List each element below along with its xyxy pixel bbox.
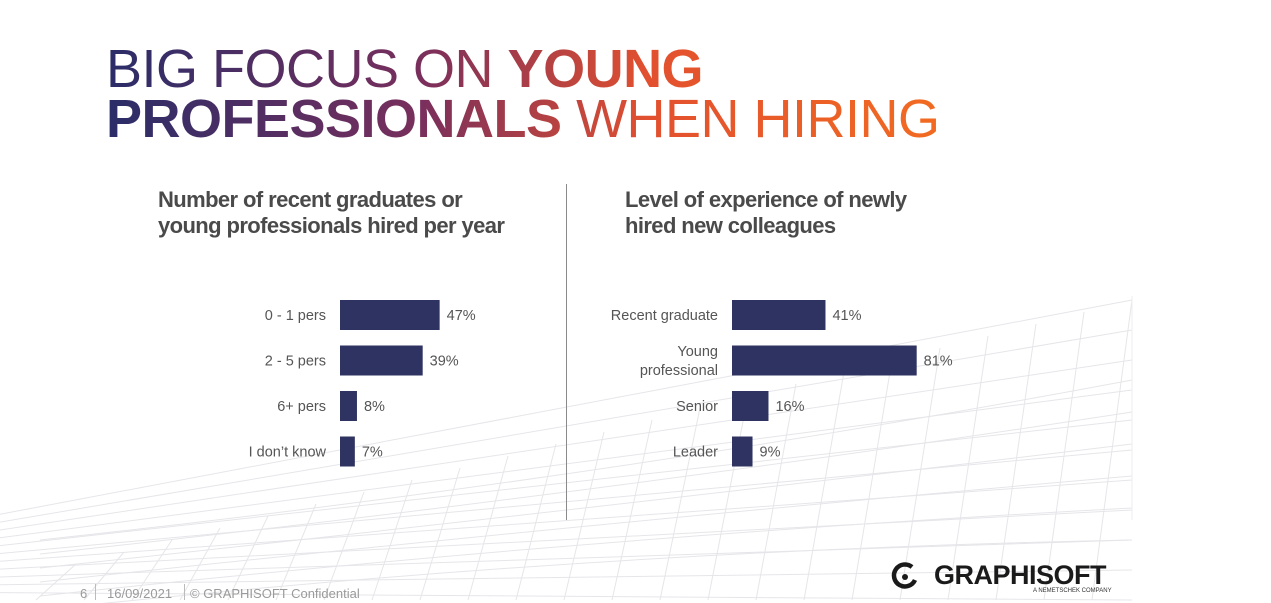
- category-label: Young professional: [640, 344, 718, 379]
- footer-confidential: © GRAPHISOFT Confidential: [190, 586, 360, 601]
- chart-2-bar-chart: Recent graduate 41% Young professional 81% Se…: [611, 300, 953, 467]
- chart-1-title: Number of recent graduates or young prof…: [158, 187, 505, 238]
- bar-2-4: [732, 436, 753, 467]
- bar-1-4: [340, 436, 355, 467]
- value-label: 8%: [364, 399, 385, 415]
- category-label: Leader: [673, 445, 718, 461]
- category-label: 6+ pers: [277, 399, 326, 415]
- category-label: Recent graduate: [611, 308, 718, 324]
- graphisoft-logo-icon: [891, 562, 918, 589]
- title-part-4: WHEN HIRING: [561, 89, 940, 149]
- bar-2-1: [732, 300, 826, 330]
- graphisoft-logo: GRAPHISOFT A NEMETSCHEK COMPANY: [888, 558, 1128, 598]
- value-label: 7%: [362, 445, 383, 461]
- value-label: 39%: [430, 354, 459, 370]
- value-label: 81%: [924, 354, 953, 370]
- bar-1-1: [340, 300, 440, 330]
- chart-divider: [566, 184, 567, 520]
- bar-2-3: [732, 391, 769, 421]
- logo-tagline: A NEMETSCHEK COMPANY: [1033, 588, 1112, 594]
- value-label: 41%: [832, 308, 861, 324]
- slide-title: BIG FOCUS ON YOUNG PROFESSIONALS WHEN HIR…: [106, 44, 940, 144]
- category-label: 2 - 5 pers: [265, 354, 326, 370]
- value-label: 16%: [775, 399, 804, 415]
- bar-1-3: [340, 391, 357, 421]
- value-label: 47%: [447, 308, 476, 324]
- category-label: I don’t know: [249, 445, 327, 461]
- value-label: 9%: [760, 445, 781, 461]
- bar-1-2: [340, 345, 423, 376]
- logo-wordmark: GRAPHISOFT: [934, 560, 1107, 590]
- category-label: 0 - 1 pers: [265, 308, 326, 324]
- footer-separator: [95, 584, 96, 600]
- footer-page-number: 6: [80, 586, 88, 601]
- title-part-3: PROFESSIONALS: [106, 89, 562, 149]
- footer-separator: [184, 584, 185, 600]
- chart-2-title: Level of experience of newly hired new c…: [625, 187, 907, 238]
- chart-1-bar-chart: 0 - 1 pers 47% 2 - 5 pers 39% 6+ pers 8% I don…: [249, 300, 476, 467]
- category-label: Senior: [676, 399, 718, 415]
- footer-date: 16/09/2021: [107, 586, 173, 601]
- bar-2-2: [732, 345, 917, 376]
